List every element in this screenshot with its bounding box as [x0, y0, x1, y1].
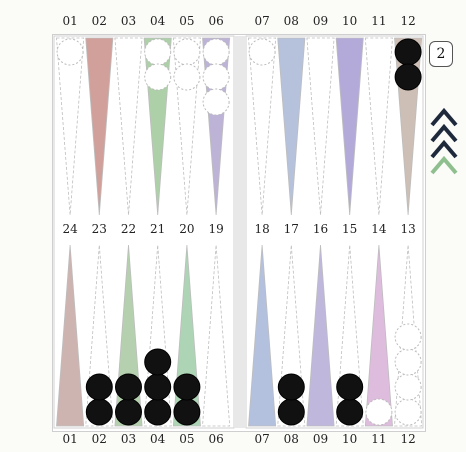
white-checker[interactable] [394, 373, 422, 401]
middle-point-label: 20 [179, 222, 195, 236]
bottom-point-label: 05 [179, 432, 195, 446]
bottom-point-label: 07 [254, 432, 270, 446]
top-point-label: 06 [208, 14, 224, 28]
white-checker[interactable] [394, 323, 422, 351]
top-point-label: 09 [312, 14, 329, 28]
middle-point-label: 22 [120, 222, 137, 236]
top-point-label: 11 [371, 14, 387, 28]
white-checker[interactable] [202, 63, 230, 91]
bottom-point-label: 06 [208, 432, 224, 446]
white-checker[interactable] [173, 63, 201, 91]
chevron-up-icon [430, 139, 458, 159]
black-checker[interactable] [277, 398, 305, 426]
top-point-label: 08 [283, 14, 299, 28]
top-point-9[interactable] [306, 37, 335, 216]
doubling-cube[interactable]: 2 [429, 41, 453, 67]
top-point-1[interactable] [56, 37, 85, 216]
black-checker[interactable] [144, 348, 172, 376]
black-checker[interactable] [173, 398, 201, 426]
black-checker[interactable] [85, 398, 113, 426]
bottom-point-label: 10 [342, 432, 358, 446]
middle-point-label: 15 [342, 222, 358, 236]
white-checker[interactable] [248, 38, 276, 66]
bar[interactable] [235, 36, 245, 428]
bottom-point-7[interactable] [248, 244, 277, 427]
top-point-label: 04 [150, 14, 166, 28]
middle-point-label: 16 [312, 222, 329, 236]
bottom-point-9[interactable] [306, 244, 335, 427]
white-checker[interactable] [394, 348, 422, 376]
top-point-label: 03 [120, 14, 137, 28]
bottom-point-label: 01 [62, 432, 78, 446]
top-point-label: 12 [400, 14, 416, 28]
top-point-10[interactable] [335, 37, 364, 216]
white-checker[interactable] [365, 398, 393, 426]
bottom-point-6[interactable] [202, 244, 231, 427]
top-point-2[interactable] [85, 37, 114, 216]
top-point-11[interactable] [364, 37, 393, 216]
black-checker[interactable] [394, 63, 422, 91]
white-checker[interactable] [202, 88, 230, 116]
bottom-point-11[interactable] [364, 244, 393, 427]
top-point-3[interactable] [114, 37, 143, 216]
top-point-7[interactable] [248, 37, 277, 216]
white-checker[interactable] [394, 398, 422, 426]
top-point-label: 01 [62, 14, 78, 28]
black-checker[interactable] [144, 398, 172, 426]
black-checker[interactable] [115, 373, 142, 401]
chevron-up-icon [430, 107, 458, 127]
middle-point-label: 14 [371, 222, 387, 236]
black-checker[interactable] [336, 398, 364, 426]
white-checker[interactable] [56, 38, 84, 66]
middle-point-label: 21 [150, 222, 166, 236]
top-point-8[interactable] [277, 37, 306, 216]
bottom-point-label: 11 [371, 432, 387, 446]
bottom-point-label: 04 [150, 432, 166, 446]
bottom-point-label: 09 [312, 432, 329, 446]
top-point-label: 10 [342, 14, 358, 28]
middle-point-label: 13 [400, 222, 416, 236]
bottom-point-label: 12 [400, 432, 416, 446]
top-point-label: 02 [91, 14, 107, 28]
black-checker[interactable] [173, 373, 201, 401]
chevron-up-icon [430, 123, 458, 143]
white-checker[interactable] [144, 38, 172, 66]
direction-arrows-icon [430, 107, 458, 175]
white-checker[interactable] [173, 38, 201, 66]
top-point-label: 07 [254, 14, 270, 28]
black-checker[interactable] [144, 373, 172, 401]
bottom-point-label: 02 [91, 432, 107, 446]
black-checker[interactable] [85, 373, 113, 401]
bottom-point-1[interactable] [56, 244, 85, 427]
middle-point-label: 24 [62, 222, 78, 236]
top-point-label: 05 [179, 14, 195, 28]
white-checker[interactable] [144, 63, 172, 91]
black-checker[interactable] [336, 373, 364, 401]
white-checker[interactable] [202, 38, 230, 66]
bottom-point-label: 03 [120, 432, 137, 446]
black-checker[interactable] [394, 38, 422, 66]
right-half [245, 35, 424, 429]
black-checker[interactable] [277, 373, 305, 401]
chevron-up-icon [430, 155, 458, 175]
middle-point-label: 17 [283, 222, 299, 236]
middle-point-label: 19 [208, 222, 224, 236]
bottom-point-label: 08 [283, 432, 299, 446]
middle-point-label: 23 [91, 222, 107, 236]
black-checker[interactable] [115, 398, 142, 426]
middle-point-label: 18 [254, 222, 270, 236]
